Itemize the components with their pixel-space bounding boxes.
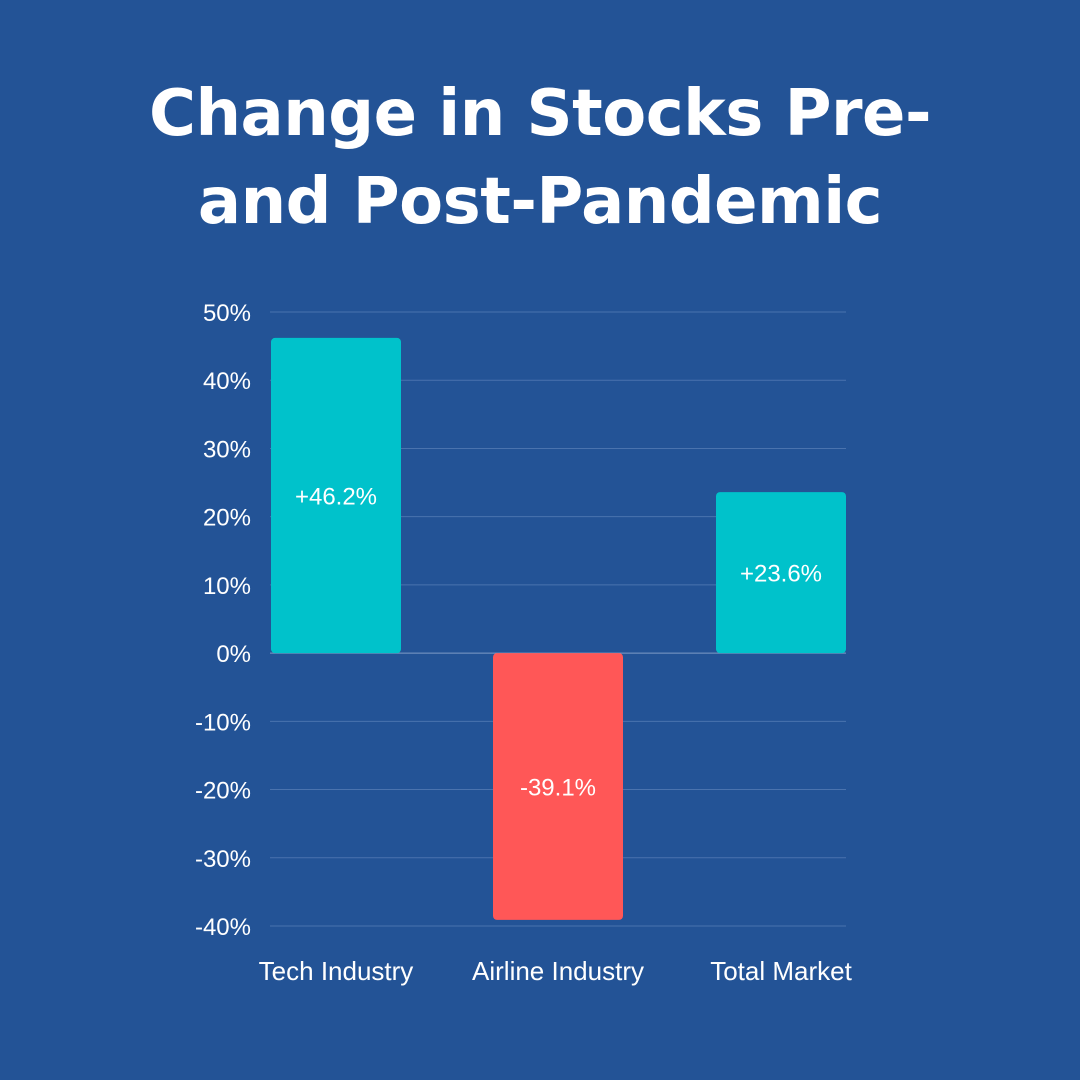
bar — [493, 653, 623, 920]
x-tick-label: Tech Industry — [259, 956, 414, 986]
y-tick-label: 0% — [216, 641, 251, 668]
bars: +46.2% -39.1% +23.6% — [271, 337, 846, 920]
y-tick-label: 40% — [203, 368, 251, 395]
x-tick-label: Total Market — [710, 956, 852, 986]
data-label: -39.1% — [520, 774, 596, 801]
y-tick-label: -20% — [195, 778, 251, 805]
bar — [716, 492, 846, 654]
y-tick-label: -30% — [195, 846, 251, 873]
y-tick-label: 30% — [203, 436, 251, 463]
data-label: +23.6% — [740, 561, 822, 588]
chart-title-line-1: Change in Stocks Pre- — [148, 77, 932, 151]
chart-title-line-2: and Post-Pandemic — [197, 165, 883, 239]
y-tick-label: 10% — [203, 573, 251, 600]
x-axis-labels: Tech Industry Airline Industry Total Marke… — [259, 956, 853, 986]
chart-title: Change in Stocks Pre- and Post-Pandemic — [0, 70, 1080, 246]
x-tick-label: Airline Industry — [472, 956, 644, 986]
y-tick-label: -40% — [195, 914, 251, 941]
y-axis-ticks: 50% 40% 30% 20% 10% 0% -10% -20% -30% -40% — [195, 300, 251, 941]
y-tick-label: 50% — [203, 300, 251, 327]
data-label: +46.2% — [295, 484, 377, 511]
bar — [271, 337, 401, 654]
y-tick-label: 20% — [203, 505, 251, 532]
y-tick-label: -10% — [195, 709, 251, 736]
